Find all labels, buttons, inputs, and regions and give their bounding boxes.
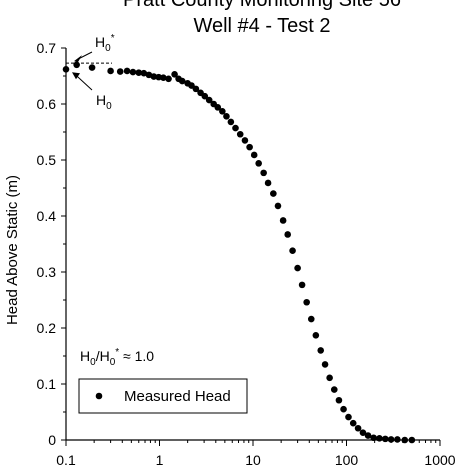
- x-ticks: 0.1 1 10 100 1000: [56, 440, 456, 468]
- data-point: [279, 217, 287, 224]
- data-point: [274, 202, 282, 210]
- data-point: [335, 396, 343, 404]
- data-point: [294, 264, 301, 272]
- data-point: [73, 61, 80, 69]
- data-point: [171, 71, 178, 78]
- data-point: [382, 435, 389, 443]
- data-point: [145, 71, 153, 79]
- data-point: [165, 75, 172, 83]
- data-point: [219, 107, 226, 115]
- y-tick-label: 0.4: [37, 208, 57, 224]
- x-tick-label: 1: [156, 452, 164, 468]
- data-point: [387, 436, 395, 443]
- chart-title-line-2: Well #4 - Test 2: [193, 15, 330, 37]
- data-point: [201, 92, 209, 100]
- data-point: [359, 429, 367, 437]
- data-point: [317, 347, 325, 354]
- legend-label: Measured Head: [124, 388, 231, 405]
- data-point: [62, 65, 70, 73]
- h0-star-arrow-head: [74, 55, 82, 63]
- data-point: [298, 281, 306, 289]
- y-axis-label: Head Above Static (m): [4, 175, 21, 325]
- data-point: [246, 143, 253, 151]
- data-point: [140, 69, 148, 77]
- data-point: [303, 298, 310, 306]
- data-point: [123, 67, 131, 75]
- data-point: [345, 413, 352, 421]
- data-point: [192, 85, 200, 93]
- data-point: [227, 118, 235, 126]
- data-point: [241, 137, 249, 144]
- data-point: [264, 179, 272, 187]
- data-point: [289, 247, 296, 255]
- data-point: [321, 361, 329, 368]
- ratio-annotation: H0/H0* ≈ 1.0: [80, 347, 154, 368]
- data-point: [284, 231, 291, 238]
- data-point: [88, 64, 96, 71]
- data-point: [370, 434, 377, 442]
- data-point: [394, 436, 401, 443]
- data-points: [62, 61, 416, 444]
- y-tick-label: 0: [48, 432, 56, 448]
- data-point: [116, 68, 124, 75]
- y-tick-label: 0.2: [37, 320, 57, 336]
- h0-arrow-head: [72, 72, 80, 80]
- data-point: [260, 169, 267, 177]
- legend-marker: [95, 392, 103, 400]
- y-tick-label: 0.5: [37, 152, 57, 168]
- data-point: [236, 130, 244, 138]
- data-point: [250, 151, 258, 159]
- data-point: [223, 113, 230, 120]
- data-point: [401, 436, 409, 444]
- data-point: [232, 124, 239, 132]
- x-tick-label: 1000: [424, 452, 455, 468]
- data-point: [270, 190, 277, 197]
- data-point: [408, 436, 416, 444]
- h0-label: H0: [96, 92, 112, 112]
- y-ticks: 0 0.1 0.2 0.3 0.4 0.5 0.6 0.7: [37, 40, 66, 448]
- h0-arrow: [75, 74, 93, 91]
- data-point: [312, 331, 320, 339]
- x-tick-label: 100: [335, 452, 359, 468]
- data-point: [340, 405, 347, 413]
- data-point: [364, 432, 372, 439]
- x-tick-label: 0.1: [56, 452, 76, 468]
- y-tick-label: 0.1: [37, 376, 57, 392]
- data-point: [326, 374, 333, 382]
- data-point: [150, 73, 158, 80]
- y-tick-label: 0.6: [37, 96, 57, 112]
- data-point: [349, 419, 357, 427]
- data-point: [160, 74, 167, 81]
- data-point: [129, 68, 137, 76]
- h0-star-label: H0*: [95, 33, 115, 54]
- data-point: [214, 104, 222, 111]
- y-tick-label: 0.3: [37, 264, 57, 280]
- data-point: [205, 96, 213, 104]
- y-tick-label: 0.7: [37, 40, 57, 56]
- chart-title-line-1: Pratt County Monitoring Site 56: [123, 0, 401, 11]
- x-tick-label: 10: [245, 452, 261, 468]
- data-point: [354, 424, 362, 432]
- data-point: [307, 315, 315, 323]
- data-point: [135, 69, 143, 76]
- data-point: [255, 160, 262, 167]
- data-point: [107, 67, 114, 75]
- data-point: [376, 435, 383, 442]
- data-point: [330, 386, 338, 393]
- data-point: [178, 77, 186, 85]
- legend-box: [78, 378, 248, 414]
